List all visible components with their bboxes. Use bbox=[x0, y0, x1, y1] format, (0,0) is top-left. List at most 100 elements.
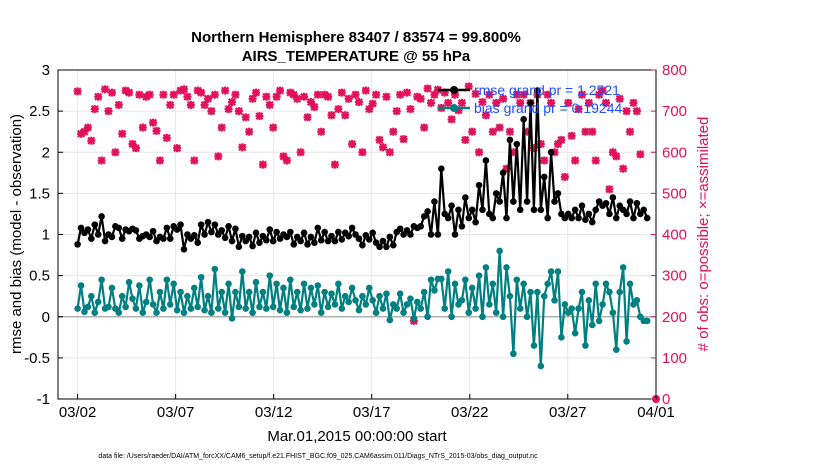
obs-point-10 bbox=[107, 88, 116, 97]
rmse-point-67 bbox=[304, 241, 311, 248]
bias-point-152 bbox=[595, 317, 603, 325]
bias-point-31 bbox=[180, 309, 188, 316]
bias-point-89 bbox=[379, 305, 387, 312]
rmse-point-117 bbox=[475, 181, 483, 189]
obs-point-50 bbox=[245, 127, 254, 136]
bias-point-69 bbox=[311, 301, 318, 308]
rmse-point-72 bbox=[321, 228, 328, 236]
rmse-point-119 bbox=[482, 157, 490, 164]
y-axis-right-label: # of obs: o=possible; ×=assimilated bbox=[695, 117, 712, 352]
bias-point-62 bbox=[287, 276, 294, 284]
obs-point-117 bbox=[475, 148, 484, 157]
obs-point-158 bbox=[615, 94, 624, 103]
obs-point-54 bbox=[258, 160, 267, 169]
rmse-point-38 bbox=[204, 218, 212, 226]
rmse-point-74 bbox=[328, 232, 335, 240]
rmse-point-92 bbox=[389, 241, 397, 249]
rmse-point-162 bbox=[630, 214, 637, 222]
y-left-tick-label-8: 3 bbox=[42, 62, 50, 79]
obs-point-79 bbox=[344, 94, 353, 103]
bias-point-40 bbox=[211, 265, 219, 273]
y-right-tick-label-4: 400 bbox=[662, 227, 687, 244]
y-left-tick-label-4: 1 bbox=[42, 227, 50, 244]
x-tick-label-4: 03/22 bbox=[451, 404, 489, 421]
rmse-point-139 bbox=[551, 198, 558, 205]
obs-point-3 bbox=[83, 123, 92, 132]
bias-point-107 bbox=[441, 305, 449, 312]
bias-point-103 bbox=[427, 276, 435, 284]
rmse-point-21 bbox=[146, 233, 153, 241]
obs-point-151 bbox=[591, 156, 600, 165]
rmse-point-163 bbox=[633, 199, 641, 207]
bias-point-29 bbox=[173, 306, 181, 314]
bias-point-34 bbox=[190, 284, 198, 292]
obs-point-146 bbox=[574, 105, 583, 114]
obs-point-84 bbox=[361, 86, 370, 95]
rmse-point-127 bbox=[510, 198, 517, 205]
obs-point-76 bbox=[334, 105, 343, 114]
bias-point-58 bbox=[273, 280, 280, 288]
rmse-point-82 bbox=[355, 235, 363, 242]
obs-point-11 bbox=[111, 148, 120, 157]
obs-point-78 bbox=[341, 111, 350, 120]
obs-point-130 bbox=[519, 90, 528, 99]
obs-point-44 bbox=[224, 105, 233, 114]
rmse-point-4 bbox=[88, 235, 95, 242]
obs-point-24 bbox=[155, 156, 164, 165]
bias-point-123 bbox=[496, 247, 503, 255]
rmse-point-136 bbox=[540, 173, 548, 181]
bias-point-76 bbox=[335, 280, 342, 288]
obs-point-96 bbox=[402, 88, 411, 97]
obs-point-15 bbox=[125, 88, 134, 97]
rmse-point-156 bbox=[609, 194, 617, 201]
x-tick-label-0: 03/02 bbox=[59, 404, 97, 421]
obs-point-80 bbox=[348, 140, 357, 149]
obs-point-120 bbox=[485, 90, 494, 99]
obs-point-123 bbox=[495, 123, 504, 132]
rmse-point-137 bbox=[544, 214, 551, 222]
bias-point-109 bbox=[448, 313, 455, 321]
rmse-point-149 bbox=[585, 210, 593, 218]
rmse-point-57 bbox=[269, 237, 277, 245]
obs-point-138 bbox=[547, 98, 556, 107]
bias-point-64 bbox=[293, 288, 301, 296]
obs-point-7 bbox=[97, 156, 106, 165]
obs-point-141 bbox=[557, 135, 566, 144]
bias-point-84 bbox=[362, 301, 370, 308]
obs-point-102 bbox=[423, 84, 432, 93]
bias-point-24 bbox=[156, 288, 164, 296]
obs-point-159 bbox=[619, 164, 628, 173]
bias-point-52 bbox=[252, 278, 260, 286]
bias-point-16 bbox=[129, 295, 136, 302]
bias-point-36 bbox=[197, 273, 205, 281]
bias-point-32 bbox=[184, 292, 191, 300]
rmse-point-147 bbox=[578, 202, 586, 210]
obs-point-40 bbox=[210, 90, 219, 99]
bias-point-91 bbox=[386, 316, 394, 324]
bias-point-50 bbox=[245, 288, 253, 296]
bias-point-99 bbox=[413, 298, 421, 306]
bias-point-159 bbox=[619, 264, 627, 271]
legend-rmse-marker bbox=[450, 86, 458, 94]
bias-point-93 bbox=[393, 305, 401, 312]
y-axis-left-label: rmse and bias (model - observation) bbox=[8, 114, 25, 354]
rmse-point-22 bbox=[149, 227, 157, 235]
bias-point-104 bbox=[431, 287, 438, 294]
obs-point-22 bbox=[149, 118, 158, 127]
bias-point-134 bbox=[534, 288, 541, 296]
obs-point-46 bbox=[231, 90, 240, 99]
bias-point-20 bbox=[142, 298, 150, 306]
rmse-point-26 bbox=[163, 224, 171, 232]
obs-point-0 bbox=[73, 87, 82, 96]
rmse-point-118 bbox=[479, 206, 486, 214]
rmse-point-130 bbox=[520, 116, 527, 123]
rmse-point-44 bbox=[225, 222, 232, 230]
bias-point-86 bbox=[369, 297, 376, 304]
bias-point-25 bbox=[160, 305, 167, 312]
bias-point-47 bbox=[235, 303, 243, 311]
obs-point-26 bbox=[162, 133, 171, 142]
bias-point-145 bbox=[571, 329, 579, 337]
obs-point-147 bbox=[577, 90, 586, 99]
rmse-point-34 bbox=[190, 232, 198, 239]
rmse-point-106 bbox=[438, 165, 445, 172]
